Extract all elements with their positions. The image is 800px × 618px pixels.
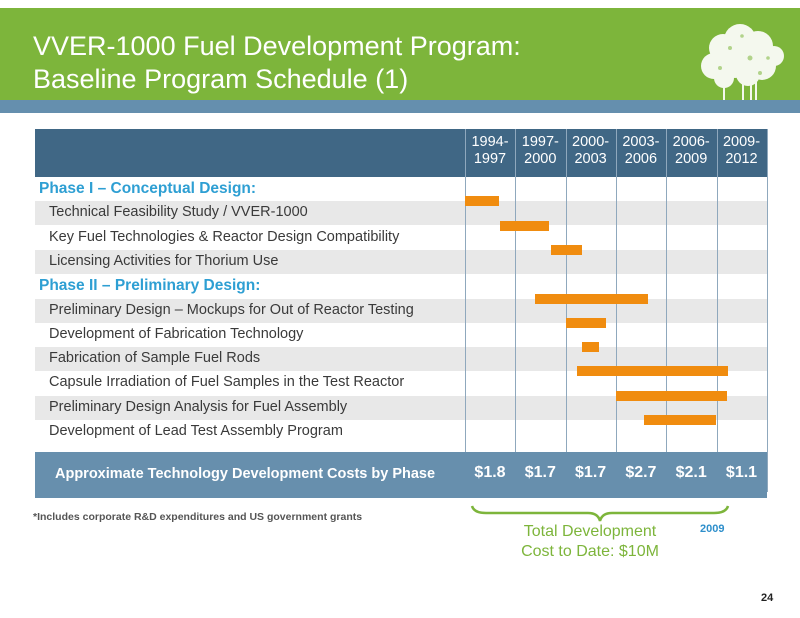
- gantt-bar: [615, 390, 727, 401]
- table-header-row: 1994- 1997 1997- 2000 2000- 2003 2003- 2006 2006…: [35, 129, 767, 177]
- task-label: Development of Fabrication Technology: [49, 325, 304, 342]
- period-gridline: [565, 129, 567, 493]
- period-gridline: [515, 129, 517, 493]
- title-line-2: Baseline Program Schedule (1): [33, 64, 409, 94]
- task-label: Fabrication of Sample Fuel Rods: [49, 350, 261, 367]
- task-label: Development of Lead Test Assembly Progra…: [49, 423, 343, 439]
- period-start-label: 1994-: [471, 134, 509, 150]
- slide-title: VVER-1000 Fuel Development Program: Base…: [33, 30, 521, 96]
- phase-header-row: Phase II – Preliminary Design:: [35, 274, 767, 298]
- task-row: Preliminary Design – Mockups for Out of …: [35, 298, 767, 323]
- gantt-bar: [582, 342, 600, 353]
- period-header-2009-2012: 2009- 2012: [717, 134, 767, 168]
- task-row: Development of Lead Test Assembly Progra…: [35, 420, 767, 444]
- task-label: Licensing Activities for Thorium Use: [49, 252, 279, 269]
- cost-row: Approximate Technology Development Costs…: [35, 452, 767, 499]
- period-header-2006-2009: 2006- 2009: [666, 134, 716, 168]
- gantt-bar: [535, 293, 648, 304]
- period-end-label: 2003: [574, 151, 607, 167]
- task-row: Technical Feasibility Study / VVER-1000: [35, 201, 767, 226]
- period-end-label: 1997: [473, 151, 507, 167]
- gantt-bar: [465, 196, 499, 207]
- phase-label: Phase I – Conceptual Design:: [39, 180, 257, 197]
- period-end-label: 2006: [624, 151, 658, 167]
- period-end-label: 2000: [524, 151, 557, 167]
- task-label: Preliminary Design – Mockups for Out of …: [49, 301, 414, 318]
- total-cost-annotation: Total Development Cost to Date: $10M: [500, 522, 680, 562]
- task-label: Capsule Irradiation of Fuel Samples in t…: [49, 374, 405, 391]
- period-end-label: 2009: [675, 151, 708, 167]
- phase-label: Phase II – Preliminary Design:: [39, 277, 261, 295]
- tree-logo-icon: [701, 24, 784, 108]
- period-start-label: 2003-: [622, 134, 660, 150]
- period-start-label: 2006-: [672, 134, 710, 150]
- gantt-bar: [550, 244, 583, 255]
- cost-value: $2.1: [675, 464, 707, 482]
- period-start-label: 1997-: [521, 134, 559, 150]
- task-label: Preliminary Design Analysis for Fuel Ass…: [49, 398, 348, 415]
- gantt-bar: [577, 366, 729, 377]
- cost-value: $2.7: [625, 464, 657, 482]
- total-cost-line-2: Cost to Date: $10M: [521, 543, 659, 560]
- header-divider-band: [0, 100, 800, 113]
- footnote: *Includes corporate R&D expenditures and…: [33, 511, 363, 523]
- page-number: 24: [761, 592, 774, 604]
- cost-value: $1.1: [725, 464, 758, 482]
- period-header-2003-2006: 2003- 2006: [616, 134, 666, 168]
- task-label: Technical Feasibility Study / VVER-1000: [49, 204, 308, 221]
- period-header-2000-2003: 2000- 2003: [566, 134, 616, 168]
- period-gridline: [716, 129, 718, 493]
- cost-value: $1.8: [474, 464, 506, 482]
- phase-header-row: Phase I – Conceptual Design:: [35, 177, 767, 201]
- cost-row-label: Approximate Technology Development Costs…: [55, 466, 436, 483]
- cost-value: $1.7: [524, 464, 556, 482]
- period-gridline: [465, 129, 466, 493]
- curly-brace-icon: [470, 505, 730, 522]
- period-start-label: 2000-: [572, 134, 610, 150]
- period-end-label: 2012: [725, 151, 758, 167]
- gantt-bar: [500, 220, 549, 231]
- cost-value: $1.7: [575, 464, 607, 482]
- total-cost-line-1: Total Development: [523, 523, 657, 540]
- task-label: Key Fuel Technologies & Reactor Design C…: [49, 228, 400, 245]
- title-line-1: VVER-1000 Fuel Development Program:: [33, 31, 521, 61]
- task-row: Development of Fabrication Technology: [35, 323, 767, 347]
- gantt-bar: [644, 415, 717, 425]
- title-banner: VVER-1000 Fuel Development Program: Base…: [0, 8, 800, 108]
- task-row: Key Fuel Technologies & Reactor Design C…: [35, 226, 767, 250]
- task-row: Licensing Activities for Thorium Use: [35, 249, 767, 274]
- task-row: Capsule Irradiation of Fuel Samples in t…: [35, 371, 767, 395]
- period-header-1994-1997: 1994- 1997: [465, 134, 515, 168]
- period-gridline: [615, 129, 617, 493]
- period-start-label: 2009-: [722, 134, 761, 150]
- annotation-year: 2009: [700, 523, 725, 535]
- period-header-1997-2000: 1997- 2000: [515, 134, 565, 168]
- period-gridline: [766, 129, 768, 493]
- gantt-bar: [565, 317, 606, 328]
- period-gridline: [666, 129, 668, 493]
